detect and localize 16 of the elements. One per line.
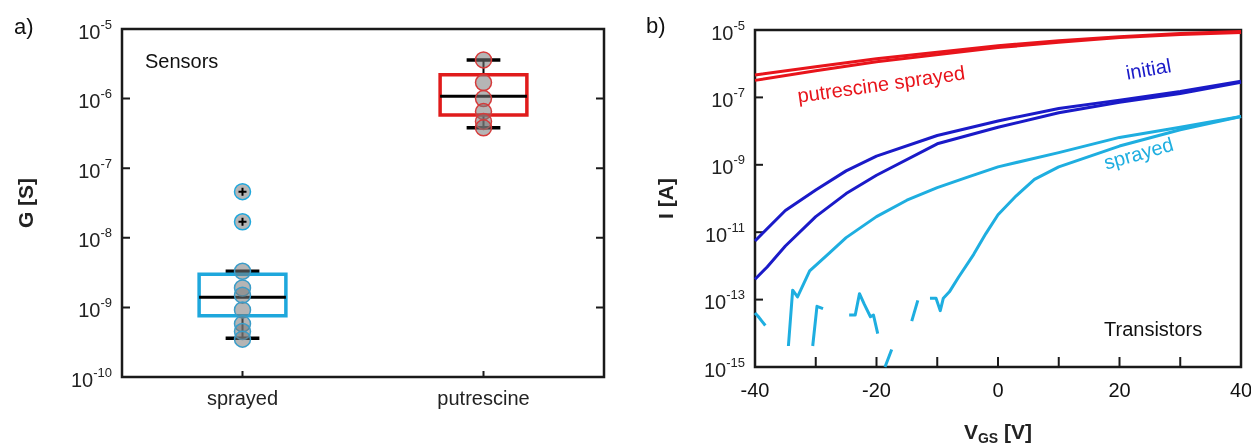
x-tick-label: 40 [1229,378,1251,401]
x-tick-label: -20 [862,378,891,401]
x-tick-label: putrescine [437,386,530,409]
y-axis-title: G [S] [13,177,37,229]
text: initial [1124,54,1173,84]
text: putrescine sprayed [795,61,967,107]
x-tick-label: 20 [1108,378,1131,401]
x-tick-label: -40 [740,378,770,401]
annotation: Sensors [145,49,219,72]
text: b) [646,13,666,39]
y-axis-title: I [A] [653,178,677,219]
text: sprayed [1101,132,1176,174]
x-tick-label: 0 [992,378,1004,401]
text: a) [14,14,34,40]
x-tick-label: sprayed [206,386,279,409]
annotation: Transistors [1104,317,1203,340]
